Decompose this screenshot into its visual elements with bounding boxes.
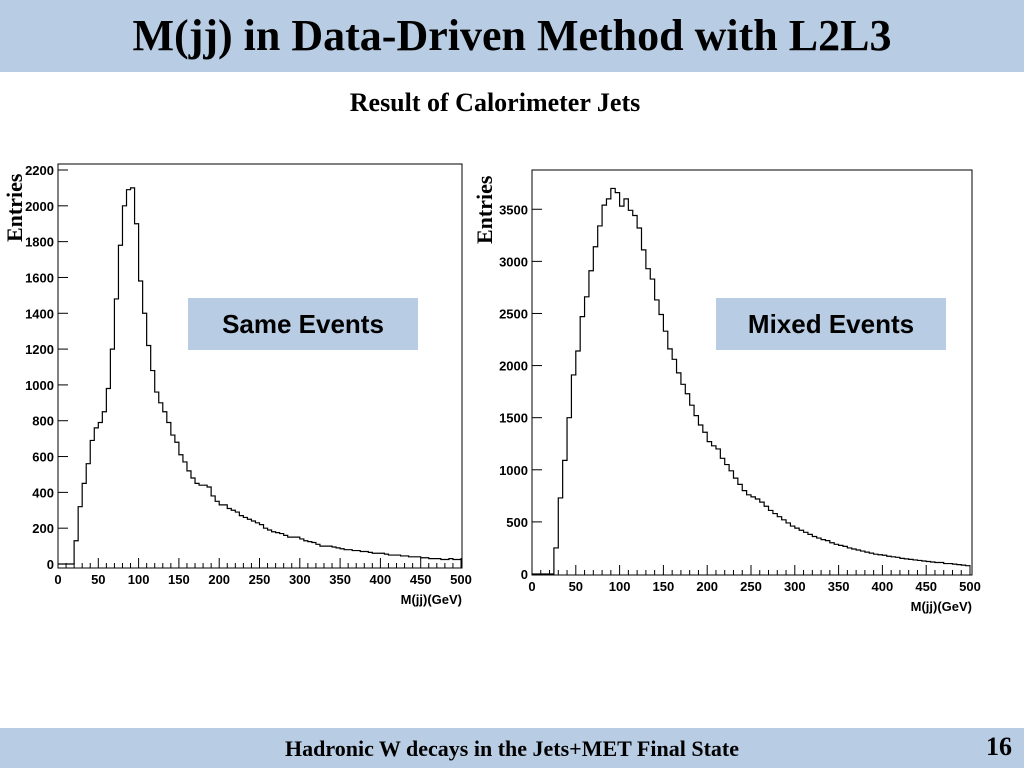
plot-frame — [531, 169, 973, 576]
x-tick-label: 500 — [959, 579, 981, 594]
y-tick-label: 2500 — [499, 306, 528, 321]
y-axis-label: Entries — [472, 175, 497, 244]
same-events-histogram: 0 50 100 150 200 250 300 350 400 450 500 0 200 400 600… — [25, 163, 472, 607]
slide-title: M(jj) in Data-Driven Method with L2L3 — [132, 11, 892, 60]
x-tick-label: 0 — [54, 572, 61, 587]
x-tick-label: 300 — [289, 572, 311, 587]
x-tick-label: 50 — [91, 572, 105, 587]
x-tick-label: 500 — [450, 572, 472, 587]
y-tick-label: 3000 — [499, 254, 528, 269]
y-tick-label: 0 — [47, 557, 54, 572]
x-tick-label: 400 — [370, 572, 392, 587]
y-tick-label: 1200 — [25, 342, 54, 357]
x-tick-label: 450 — [410, 572, 432, 587]
y-tick-label: 400 — [32, 485, 54, 500]
y-tick-label: 2000 — [25, 199, 54, 214]
same-events-label: Same Events — [188, 298, 418, 350]
x-tick-label: 100 — [128, 572, 150, 587]
y-tick-label: 2200 — [25, 163, 54, 178]
footer-bar — [0, 728, 1024, 768]
x-tick-label: 50 — [569, 579, 583, 594]
y-tick-label: 1800 — [25, 235, 54, 250]
mixed-events-histogram: 0 50 100 150 200 250 300 350 400 450 500 0 500 1000 15… — [499, 169, 981, 614]
y-tick-label: 1500 — [499, 411, 528, 426]
y-tick-label: 1000 — [499, 463, 528, 478]
mixed-events-label: Mixed Events — [716, 298, 946, 350]
y-tick-label: 0 — [521, 567, 528, 582]
y-tick-label: 1400 — [25, 306, 54, 321]
y-tick-label: 500 — [506, 515, 528, 530]
x-tick-label: 350 — [329, 572, 351, 587]
histogram-line — [532, 187, 970, 575]
y-tick-label: 2000 — [499, 359, 528, 374]
same-events-plot: Entries 0 50 100 150 200 250 300 350 400 450 500 0 2… — [0, 150, 490, 620]
x-tick-label: 150 — [653, 579, 675, 594]
title-bar — [0, 0, 1024, 72]
x-tick-label: 200 — [696, 579, 718, 594]
mixed-events-plot: Entries 0 50 100 150 200 250 300 350 400 450 500 0 5… — [470, 150, 990, 630]
footer-text: Hadronic W decays in the Jets+MET Final … — [285, 736, 739, 761]
x-axis-label: M(jj)(GeV) — [401, 592, 462, 607]
x-tick-label: 300 — [784, 579, 806, 594]
y-tick-label: 1600 — [25, 270, 54, 285]
page-number: 16 — [986, 732, 1012, 761]
x-tick-label: 250 — [740, 579, 762, 594]
histogram-line — [58, 187, 461, 565]
y-axis-label: Entries — [2, 173, 27, 242]
y-tick-label: 1000 — [25, 378, 54, 393]
x-tick-label: 350 — [828, 579, 850, 594]
plot-frame — [57, 163, 463, 569]
x-tick-label: 400 — [872, 579, 894, 594]
x-tick-label: 250 — [249, 572, 271, 587]
x-tick-label: 100 — [609, 579, 631, 594]
x-tick-label: 200 — [208, 572, 230, 587]
y-tick-label: 800 — [32, 414, 54, 429]
x-tick-label: 0 — [528, 579, 535, 594]
x-axis-label: M(jj)(GeV) — [911, 599, 972, 614]
x-tick-label: 450 — [915, 579, 937, 594]
x-tick-label: 150 — [168, 572, 190, 587]
slide-subtitle: Result of Calorimeter Jets — [349, 88, 641, 117]
y-tick-label: 3500 — [499, 202, 528, 217]
y-tick-label: 200 — [32, 521, 54, 536]
y-tick-label: 600 — [32, 450, 54, 465]
